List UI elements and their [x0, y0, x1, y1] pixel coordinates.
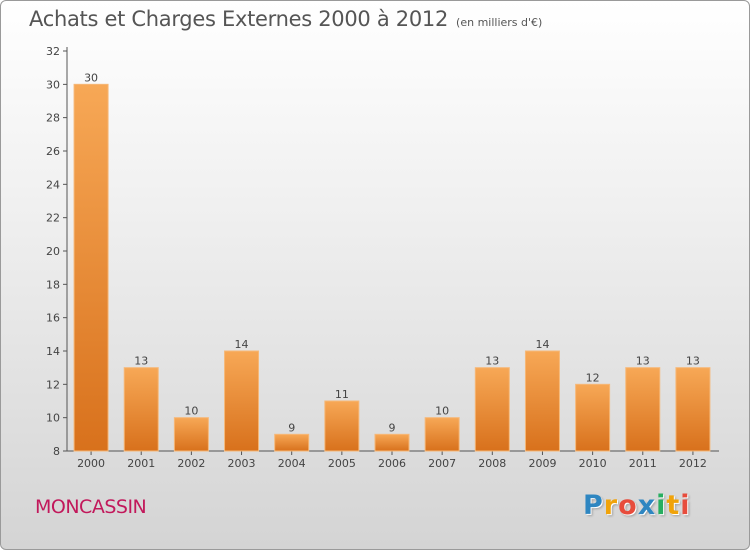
y-axis: 8 10 12 14 16 18 20 22 24 26 28 30 32	[46, 45, 68, 458]
y-tick-label: 8	[53, 445, 60, 458]
chart-title: Achats et Charges Externes 2000 à 2012 (e…	[29, 7, 542, 31]
data-label-2001: 13	[134, 355, 148, 368]
x-tick-label-2003: 2003	[228, 457, 256, 470]
y-tick-label: 14	[46, 345, 60, 358]
data-label-2003: 14	[235, 338, 249, 351]
data-label-2006: 9	[389, 421, 396, 434]
bar-2011	[625, 367, 661, 452]
bars: 30 13 10 14 9 11 9 10 13 14 12 13 13	[73, 71, 711, 452]
bar-2004	[274, 433, 310, 452]
x-tick-label-2007: 2007	[428, 457, 456, 470]
data-label-2007: 10	[435, 405, 449, 418]
bar-2012	[675, 367, 711, 452]
x-tick-label-2010: 2010	[579, 457, 607, 470]
bar-2006	[374, 433, 410, 452]
place-name: MONCASSIN	[35, 496, 147, 518]
data-label-2004: 9	[288, 421, 295, 434]
y-tick-label: 20	[46, 245, 60, 258]
data-label-2008: 13	[485, 355, 499, 368]
y-tick-label: 10	[46, 412, 60, 425]
x-tick-label-2008: 2008	[478, 457, 506, 470]
bar-2002	[173, 417, 209, 452]
bar-2010	[575, 383, 611, 452]
bar-2008	[474, 367, 510, 452]
data-label-2005: 11	[335, 388, 349, 401]
data-label-2002: 10	[184, 405, 198, 418]
x-axis: 2000 2001 2002 2003 2004 2005 2006 2007 2008 2009…	[67, 450, 719, 470]
y-tick-label: 32	[46, 45, 60, 58]
y-tick-label: 24	[46, 178, 60, 191]
data-label-2011: 13	[636, 355, 650, 368]
x-tick-label-2011: 2011	[629, 457, 657, 470]
data-label-2012: 13	[686, 355, 700, 368]
bar-2005	[324, 400, 360, 452]
chart-unit-label: (en milliers d'€)	[456, 16, 543, 29]
x-tick-label-2005: 2005	[328, 457, 356, 470]
x-tick-label-2001: 2001	[127, 457, 155, 470]
x-tick-label-2002: 2002	[177, 457, 205, 470]
y-tick-label: 22	[46, 212, 60, 225]
proxiti-logo[interactable]: Proxiti	[583, 490, 691, 521]
x-tick-label-2004: 2004	[278, 457, 306, 470]
chart-title-text: Achats et Charges Externes 2000 à 2012	[29, 7, 449, 31]
bar-2007	[424, 417, 460, 452]
logo-letter: o	[618, 490, 638, 521]
y-tick-label: 18	[46, 278, 60, 291]
x-tick-label-2000: 2000	[77, 457, 105, 470]
y-tick-label: 26	[46, 145, 60, 158]
logo-letter: r	[603, 490, 619, 521]
logo-letter: P	[583, 490, 604, 521]
x-tick-label-2009: 2009	[528, 457, 556, 470]
y-tick-label: 16	[46, 312, 60, 325]
logo-letter: x	[637, 490, 657, 521]
y-tick-label: 30	[46, 78, 60, 91]
data-label-2000: 30	[84, 71, 98, 84]
data-label-2010: 12	[586, 371, 600, 384]
logo-letter: t	[666, 490, 681, 521]
y-tick-label: 12	[46, 378, 60, 391]
logo-letter: i	[656, 490, 667, 521]
y-tick-label: 28	[46, 112, 60, 125]
bar-2009	[524, 350, 560, 452]
bar-2000	[73, 83, 109, 452]
x-tick-label-2006: 2006	[378, 457, 406, 470]
bar-2001	[123, 367, 159, 452]
x-tick-label-2012: 2012	[679, 457, 707, 470]
bar-2003	[224, 350, 260, 452]
data-label-2009: 14	[535, 338, 549, 351]
logo-letter: i	[680, 490, 691, 521]
